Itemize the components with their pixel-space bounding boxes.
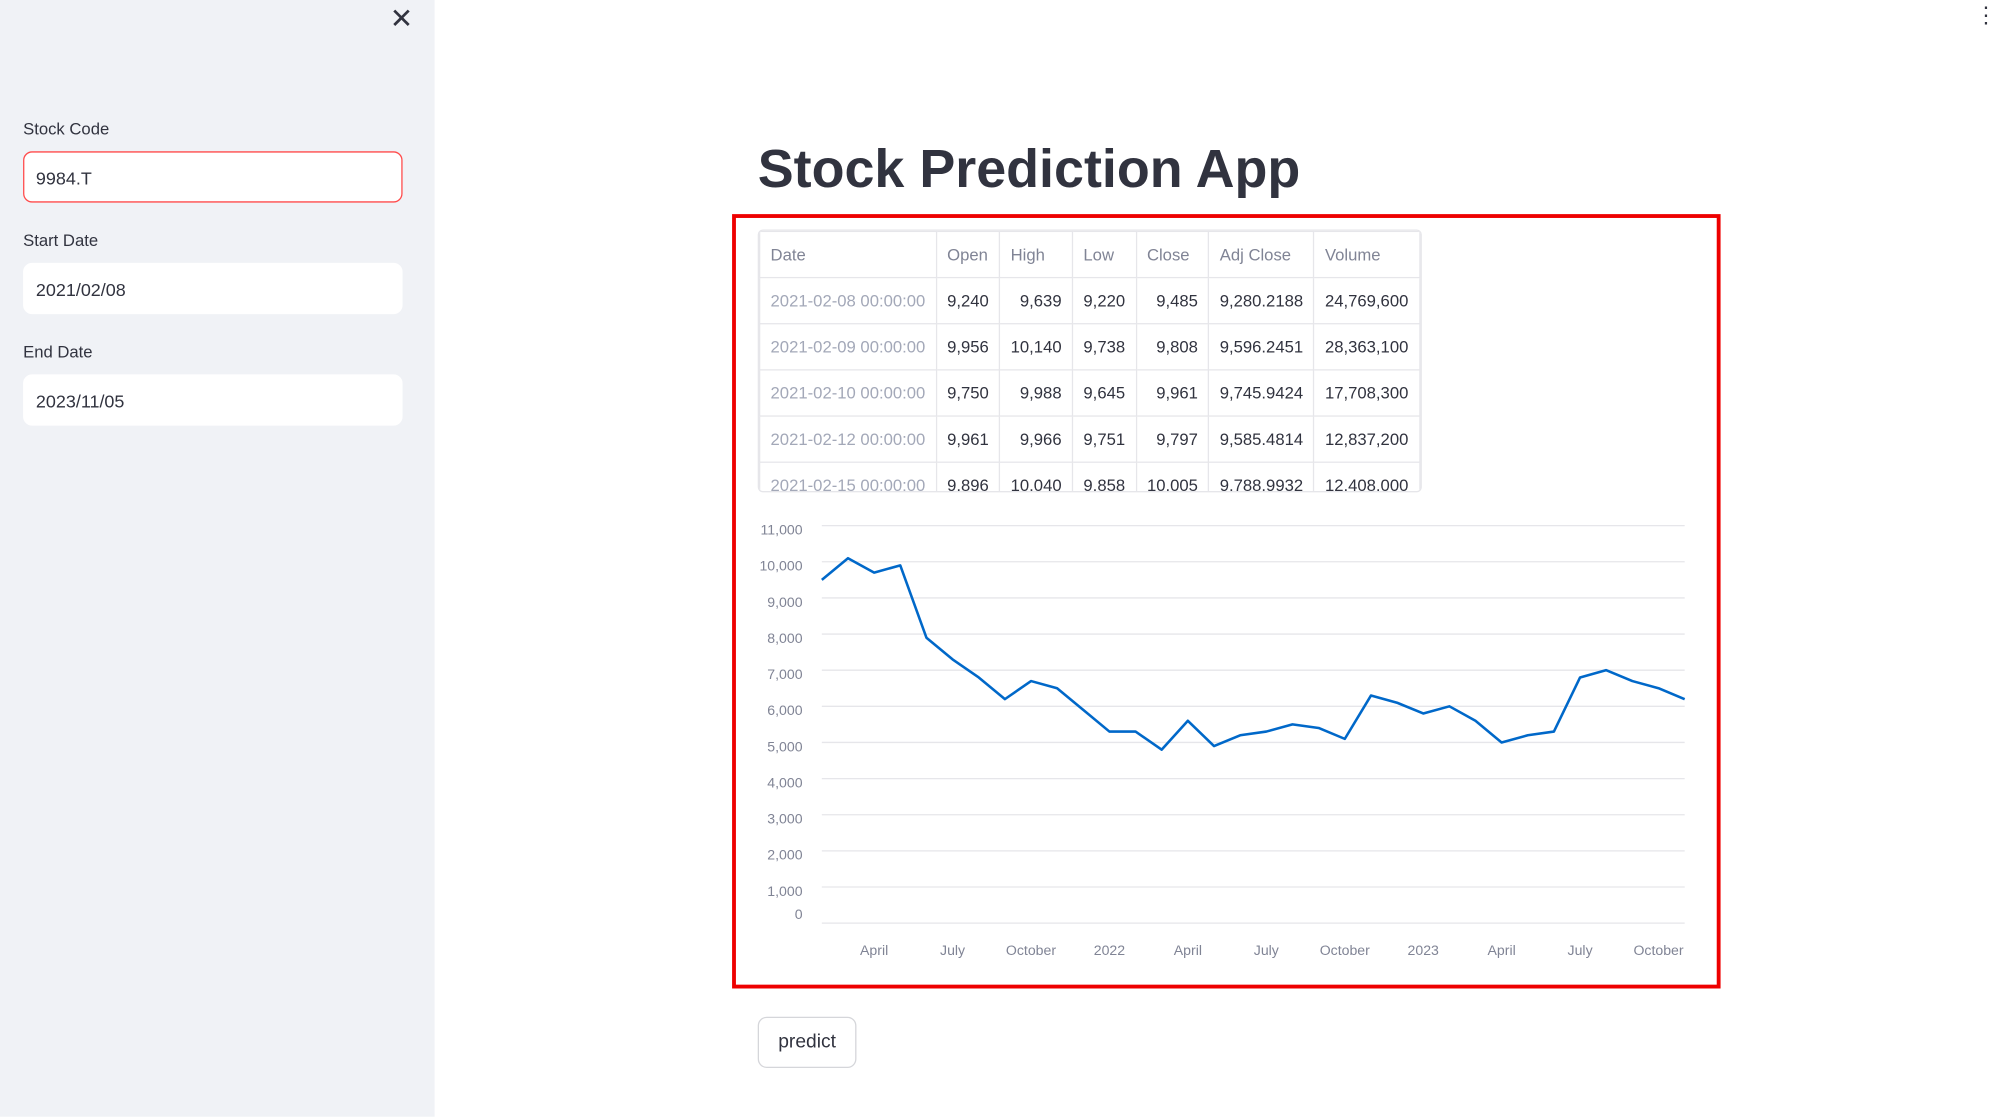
y-tick-label: 1,000	[767, 883, 802, 899]
cell: 9,751	[1071, 415, 1137, 463]
table: Date Open High Low Close Adj Close Volume 2021-…	[759, 230, 1420, 492]
y-tick-label: 0	[795, 906, 803, 922]
row-index: 2021-02-12 00:00:00	[759, 415, 937, 463]
cell: 9,966	[999, 415, 1074, 463]
cell: 9,639	[999, 276, 1074, 325]
column-header: Low	[1071, 230, 1137, 279]
x-tick-label: July	[940, 942, 966, 958]
y-tick-label: 5,000	[767, 738, 802, 754]
column-header: Close	[1135, 230, 1210, 279]
row-index: 2021-02-15 00:00:00	[759, 461, 937, 492]
column-header: Date	[759, 230, 937, 279]
cell: 9,750	[935, 369, 1001, 417]
cell: 9,240	[935, 276, 1001, 325]
cell: 9,988	[999, 369, 1074, 417]
column-header: Adj Close	[1208, 230, 1315, 279]
column-header: Volume	[1313, 230, 1420, 279]
header-row: Date Open High Low Close Adj Close Volume	[759, 230, 1420, 279]
line-chart: 0 1,000 2,000 3,000 4,000 5,000 6,000 7,000 8,00…	[759, 522, 1686, 958]
cell: 9,788.9932	[1208, 461, 1315, 492]
x-tick-label: April	[860, 942, 888, 958]
cell: 9,745.9424	[1208, 369, 1315, 417]
y-tick-label: 7,000	[767, 666, 802, 682]
cell: 9,585.4814	[1208, 415, 1315, 463]
x-tick-label: April	[1488, 942, 1516, 958]
y-tick-label: 11,000	[761, 522, 803, 538]
table-row: 2021-02-15 00:00:00 9,896 10,040 9,858 10,00…	[759, 461, 1420, 492]
predict-button[interactable]: predict	[757, 1016, 857, 1068]
x-tick-label: April	[1174, 942, 1202, 958]
cell: 9,961	[935, 415, 1001, 463]
cell: 10,040	[999, 461, 1074, 492]
cell: 9,645	[1071, 369, 1137, 417]
cell: 9,738	[1071, 323, 1137, 371]
menu-button[interactable]: · · ·	[1982, 0, 1990, 35]
table-row: 2021-02-10 00:00:00 9,750 9,988 9,645 9,961 9…	[759, 369, 1420, 417]
x-tick-label: 2023	[1408, 942, 1440, 958]
cell: 9,280.2188	[1208, 276, 1315, 325]
cell: 28,363,100	[1313, 323, 1420, 371]
text-input[interactable]: 9984.T	[23, 151, 403, 203]
cell: 12,408,000	[1313, 461, 1420, 492]
x-tick-label: October	[1006, 942, 1056, 958]
cell: 10,005	[1135, 461, 1210, 492]
highlight-box	[732, 214, 1721, 989]
y-tick-label: 6,000	[767, 702, 802, 718]
cell: 9,797	[1135, 415, 1210, 463]
cell: 9,956	[935, 323, 1001, 371]
cell: 9,485	[1135, 276, 1210, 325]
cell: 9,896	[935, 461, 1001, 492]
y-tick-label: 10,000	[759, 558, 802, 574]
row-index: 2021-02-10 00:00:00	[759, 369, 937, 417]
x-tick-label: 2022	[1094, 942, 1126, 958]
y-tick-label: 8,000	[767, 630, 802, 646]
cell: 9,808	[1135, 323, 1210, 371]
close-button[interactable]: ✕	[389, 2, 414, 35]
field-label: Start Date	[23, 230, 99, 251]
table-row: 2021-02-09 00:00:00 9,956 10,140 9,738 9,808…	[759, 323, 1420, 371]
table-row: 2021-02-12 00:00:00 9,961 9,966 9,751 9,797 9…	[759, 415, 1420, 463]
sidebar: ✕ Stock Code 9984.T Start Date 2021/02/0…	[0, 0, 435, 1117]
row-index: 2021-02-09 00:00:00	[759, 323, 937, 371]
cell: 24,769,600	[1313, 276, 1420, 325]
field-label: Stock Code	[23, 119, 110, 139]
cell: 9,220	[1071, 276, 1137, 325]
table-row: 2021-02-08 00:00:00 9,240 9,639 9,220 9,485 9…	[759, 276, 1420, 325]
x-tick-label: July	[1568, 942, 1594, 958]
x-tick-label: July	[1254, 942, 1280, 958]
y-tick-label: 3,000	[767, 811, 802, 827]
y-tick-label: 4,000	[767, 774, 802, 790]
cell: 9,858	[1071, 461, 1137, 492]
field-label: End Date	[23, 342, 93, 362]
cell: 17,708,300	[1313, 369, 1420, 417]
row-index: 2021-02-08 00:00:00	[759, 276, 937, 325]
x-tick-label: October	[1320, 942, 1370, 958]
page-title: Stock Prediction App	[757, 138, 1301, 199]
cell: 9,596.2451	[1208, 323, 1315, 371]
date-input[interactable]: 2023/11/05	[23, 374, 403, 426]
date-input[interactable]: 2021/02/08	[23, 262, 403, 315]
price-line	[821, 556, 1686, 751]
cell: 10,140	[999, 323, 1074, 371]
cell: 12,837,200	[1313, 415, 1420, 463]
y-tick-label: 9,000	[767, 594, 802, 610]
dataframe: Date Open High Low Close Adj Close Volume 2021-…	[757, 229, 1422, 493]
y-tick-label: 2,000	[767, 847, 802, 863]
x-tick-label: October	[1633, 942, 1683, 958]
column-header: High	[999, 230, 1074, 279]
cell: 9,961	[1135, 369, 1210, 417]
column-header: Open	[935, 230, 1001, 279]
